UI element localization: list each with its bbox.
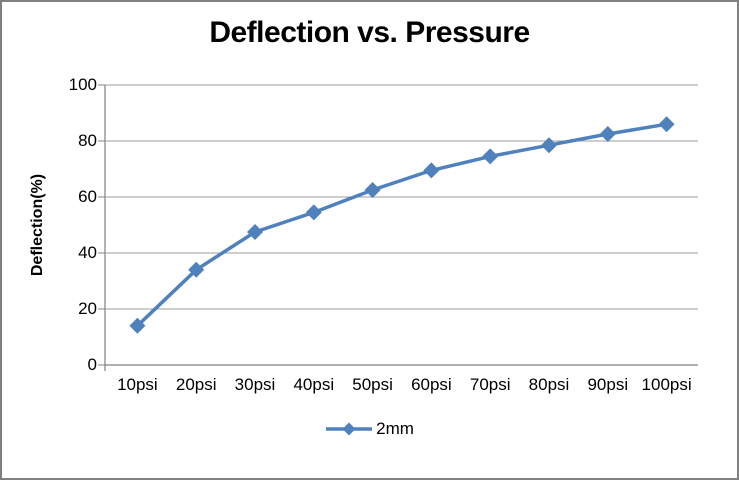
x-tick-label: 30psi	[234, 375, 276, 394]
data-point-marker	[188, 261, 205, 278]
x-tick-label: 60psi	[411, 375, 452, 394]
data-point-marker	[482, 148, 499, 165]
chart-title: Deflection vs. Pressure	[209, 16, 530, 49]
x-tick-label: 80psi	[528, 375, 570, 394]
legend: 2mm	[2, 418, 737, 440]
y-tick-label: 0	[87, 355, 97, 374]
y-tick-label: 40	[78, 243, 97, 262]
x-tick-label: 20psi	[175, 375, 217, 394]
y-tick-label: 60	[78, 187, 97, 206]
x-tick-label: 70psi	[469, 375, 511, 394]
y-tick-label: 100	[68, 75, 97, 94]
x-tick-label: 90psi	[587, 375, 629, 394]
y-tick-label: 20	[78, 299, 97, 318]
x-tick-label: 50psi	[352, 375, 393, 394]
data-point-marker	[247, 224, 263, 240]
data-point-marker	[129, 317, 146, 334]
legend-label: 2mm	[376, 419, 414, 438]
x-tick-label: 40psi	[293, 375, 335, 394]
x-tick-label: 10psi	[117, 375, 158, 394]
data-point-marker	[658, 116, 675, 133]
data-point-marker	[541, 137, 557, 154]
x-tick-label: 100psi	[641, 375, 692, 394]
y-tick-label: 80	[78, 131, 97, 150]
legend-series-marker-icon	[326, 422, 373, 436]
data-point-marker	[364, 182, 381, 198]
series-line	[135, 122, 669, 328]
data-point-marker	[423, 162, 440, 179]
data-point-marker	[599, 126, 616, 142]
data-point-marker	[305, 204, 322, 221]
